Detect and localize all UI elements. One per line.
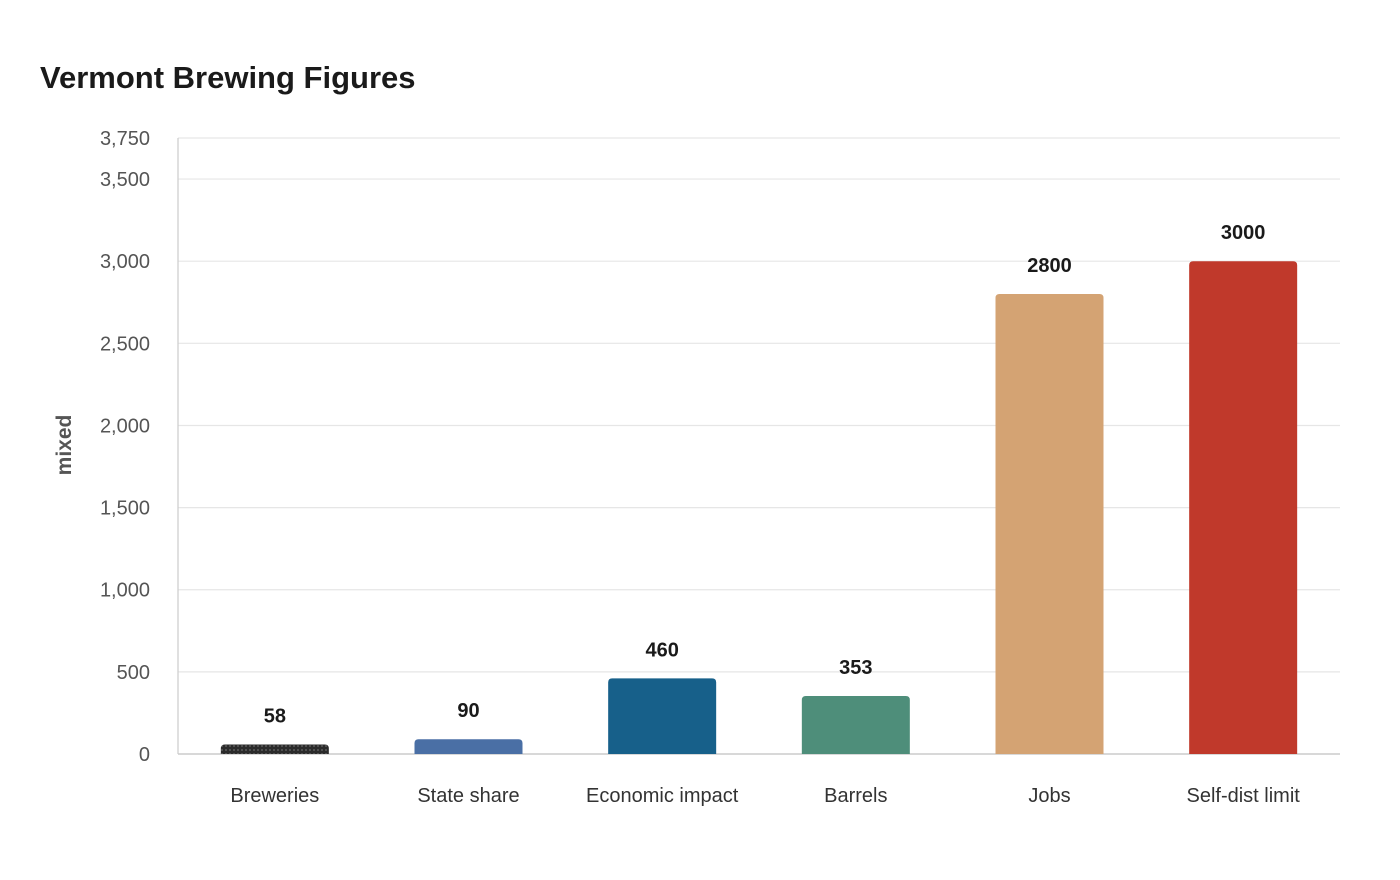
bars — [220, 261, 1298, 754]
bar-economic-impact — [608, 678, 717, 754]
data-label: 3000 — [1221, 222, 1266, 244]
y-tick-label: 3,000 — [100, 251, 150, 273]
data-label: 353 — [839, 657, 872, 679]
labels: 0 500 1,000 1,500 2,000 2,500 3,000 3,500 3,750 5… — [100, 128, 1300, 807]
bar-state-share — [414, 739, 523, 754]
data-label: 460 — [645, 639, 678, 661]
x-tick-label: Economic impact — [586, 785, 739, 807]
data-label: 90 — [457, 700, 479, 722]
y-tick-label: 500 — [117, 662, 150, 684]
axes — [177, 138, 1340, 755]
y-tick-label: 2,500 — [100, 333, 150, 355]
x-tick-label: State share — [417, 785, 519, 807]
x-tick-label: Self-dist limit — [1186, 785, 1300, 807]
gridlines — [178, 137, 1340, 673]
chart-title: Vermont Brewing Figures — [40, 60, 416, 95]
x-tick-label: Breweries — [230, 785, 319, 807]
bar-jobs — [995, 294, 1104, 754]
y-tick-label: 3,500 — [100, 169, 150, 191]
bar-breweries — [220, 744, 329, 754]
x-tick-label: Jobs — [1028, 785, 1070, 807]
data-label: 2800 — [1027, 255, 1072, 277]
y-axis-label: mixed — [53, 415, 76, 476]
x-tick-label: Barrels — [824, 785, 887, 807]
y-tick-label: 1,000 — [100, 580, 150, 602]
bar-barrels — [801, 696, 910, 754]
data-label: 58 — [264, 705, 286, 727]
y-tick-label: 3,750 — [100, 128, 150, 150]
y-tick-label: 0 — [139, 744, 150, 766]
bar-self-dist-limit — [1189, 261, 1298, 754]
y-tick-label: 1,500 — [100, 498, 150, 520]
y-tick-label: 2,000 — [100, 415, 150, 437]
